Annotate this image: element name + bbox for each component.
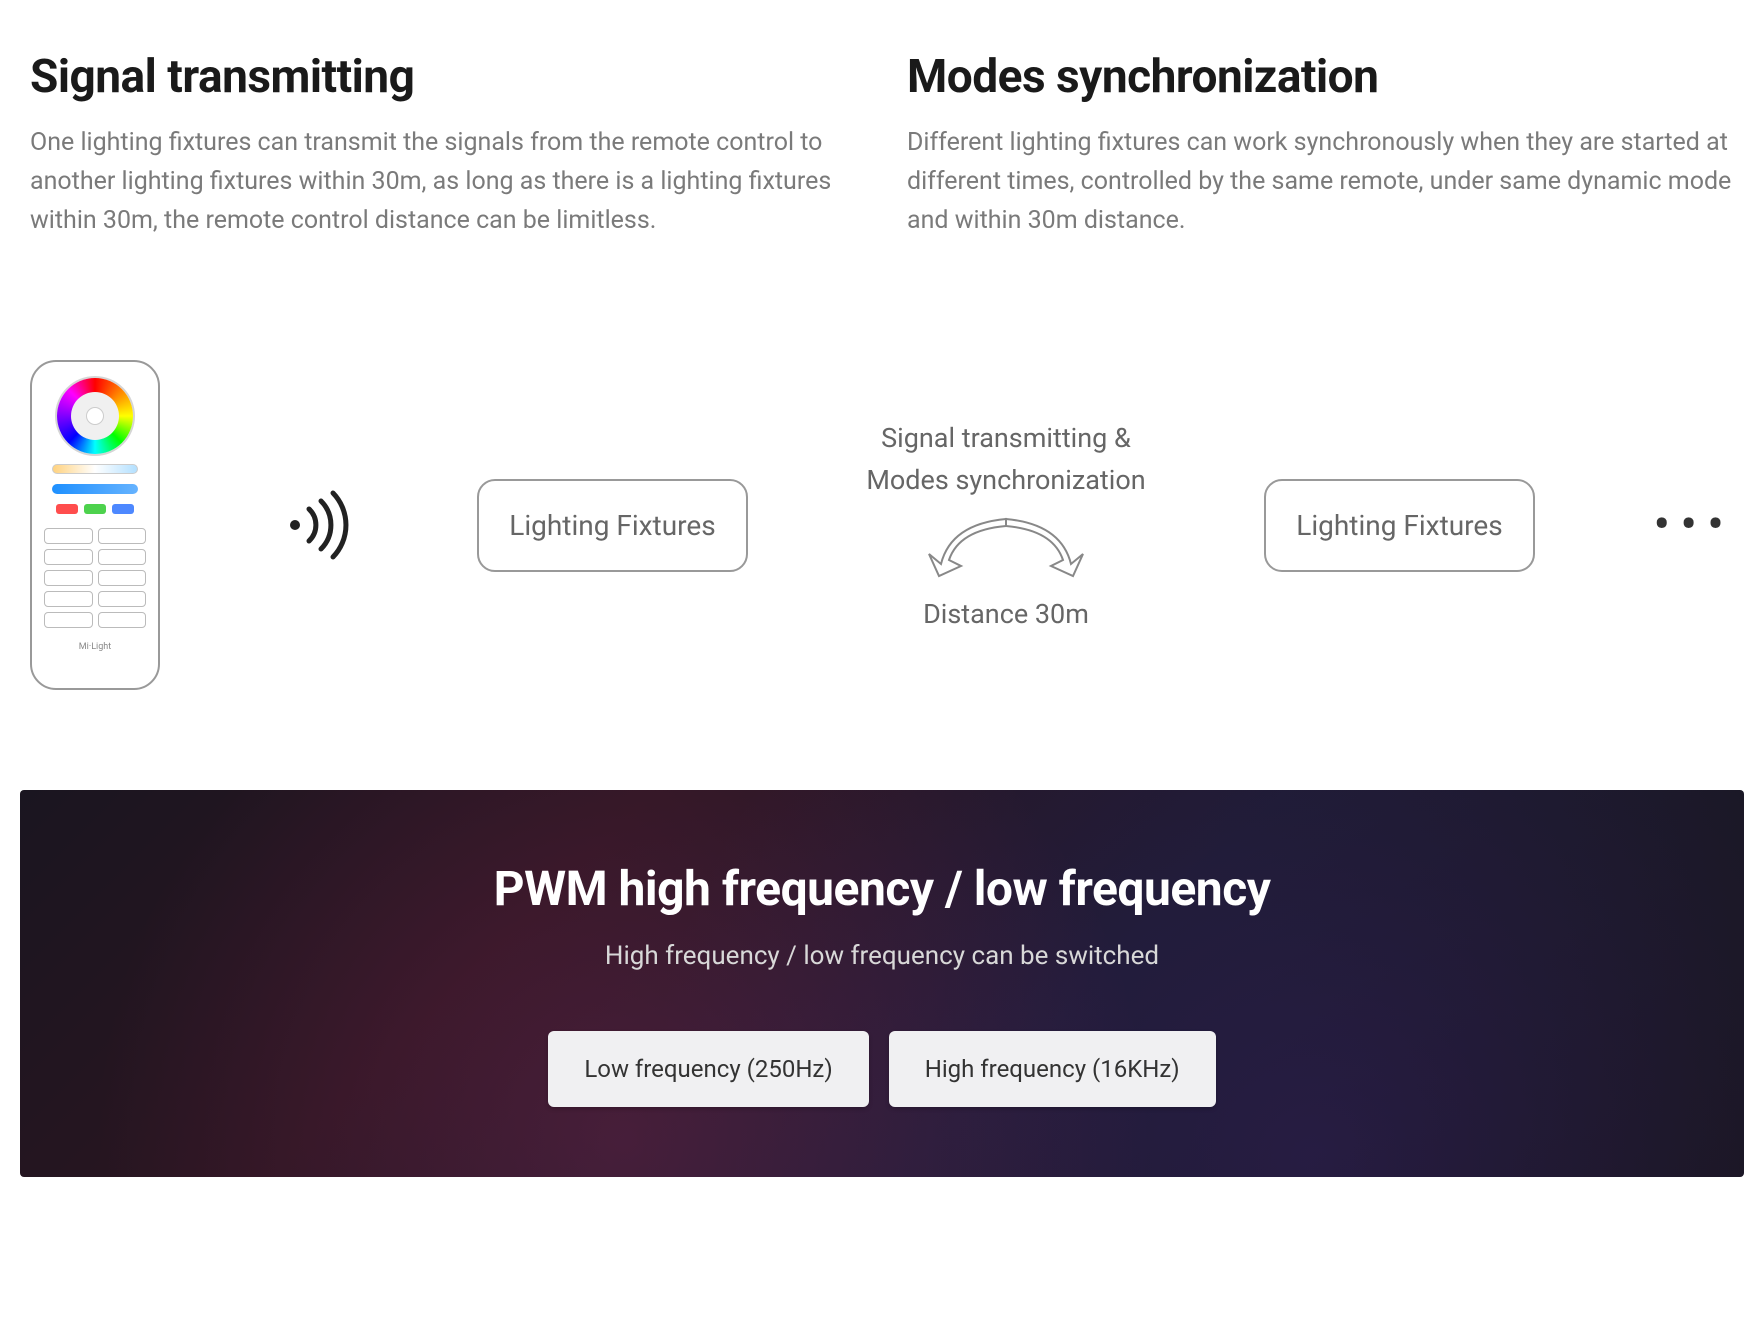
pwm-frequency-section: PWM high frequency / low frequency High … [20,790,1744,1177]
sync-arrows-icon [921,504,1091,584]
lighting-fixture-box-1: Lighting Fixtures [477,479,747,572]
high-frequency-button[interactable]: High frequency (16KHz) [889,1031,1216,1107]
remote-brand-label: Mi·Light [79,642,111,652]
ellipsis-icon: ••• [1653,500,1734,550]
rgb-buttons-icon [56,504,134,514]
remote-control-icon: Mi·Light [30,360,160,690]
mid-line-2: Modes synchronization [866,462,1145,500]
remote-button-grid-icon [44,528,146,628]
brightness-slider-icon [52,484,138,494]
pwm-subtitle: High frequency / low frequency can be sw… [60,941,1704,971]
top-text-columns: Signal transmitting One lighting fixture… [0,0,1764,280]
distance-label: Distance 30m [866,598,1145,630]
modes-heading: Modes synchronization [907,50,1734,104]
modes-body: Different lighting fixtures can work syn… [907,124,1734,240]
low-frequency-button[interactable]: Low frequency (250Hz) [548,1031,868,1107]
mid-line-1: Signal transmitting & [866,420,1145,458]
frequency-buttons-row: Low frequency (250Hz) High frequency (16… [60,1031,1704,1107]
signal-transmitting-column: Signal transmitting One lighting fixture… [30,50,857,240]
modes-sync-column: Modes synchronization Different lighting… [907,50,1734,240]
diagram-middle-block: Signal transmitting & Modes synchronizat… [866,420,1145,630]
cct-slider-icon [52,464,138,474]
lighting-fixture-box-2: Lighting Fixtures [1264,479,1534,572]
signal-heading: Signal transmitting [30,50,857,104]
color-wheel-icon [57,378,133,454]
pwm-title: PWM high frequency / low frequency [60,860,1704,917]
signal-body: One lighting fixtures can transmit the s… [30,124,857,240]
wireless-signal-icon [279,485,359,565]
signal-diagram: Mi·Light Lighting Fixtures Signal transm… [0,280,1764,790]
